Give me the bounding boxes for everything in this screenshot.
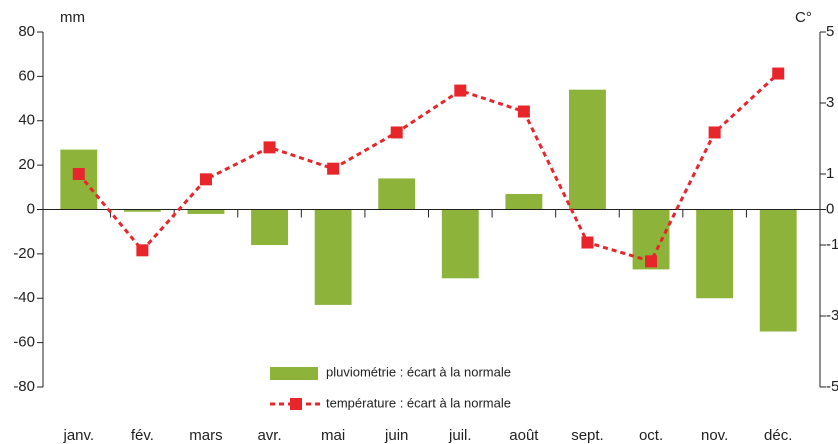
marker [517,105,530,118]
x-tick-label: fév. [131,427,154,444]
y2-axis-label: C° [795,9,812,26]
bar [569,89,606,210]
line [77,72,780,264]
x-tick-label: oct. [639,427,663,444]
x-tick-label: juil. [448,427,472,444]
y-axis-label: mm [60,9,85,26]
marker [263,141,276,154]
x-tick-label: sept. [571,427,604,444]
y-tick-label: -80 [13,378,35,395]
bar [187,209,225,214]
legend-marker [290,398,302,410]
y2-tick-label: -3 [826,307,838,324]
y-tick-label: 80 [18,23,35,40]
marker [390,126,403,139]
y-tick-label: 0 [27,200,35,217]
marker [199,173,212,186]
x-tick-label: août [509,427,539,444]
bar [314,209,352,305]
marker [327,162,340,175]
x-tick-label: juin [384,427,408,444]
legend-label: température : écart à la normale [326,395,511,410]
y-tick-label: -20 [13,245,35,262]
bar [251,209,288,245]
legend-label: pluviométrie : écart à la normale [326,364,511,379]
x-tick-label: mai [321,427,345,444]
y2-tick-label: 3 [826,94,834,111]
legend-swatch [270,367,318,380]
bar [378,178,416,210]
y2-tick-label: -5 [826,378,838,395]
marker [581,236,594,249]
bar [759,209,797,332]
bar [123,209,161,212]
marker [454,84,467,97]
x-tick-label: janv. [63,427,95,444]
y2-tick-label: 0 [826,200,834,217]
marker [72,168,85,180]
y2-tick-label: -1 [826,236,838,253]
marker [645,255,658,268]
x-tick-label: déc. [764,427,792,444]
x-tick-label: avr. [257,427,281,444]
y-tick-label: 20 [18,156,35,173]
y-tick-label: 60 [18,67,35,84]
x-tick-label: nov. [701,427,728,444]
y2-tick-label: 1 [826,165,834,182]
bar [505,193,543,210]
y-tick-label: -40 [13,289,35,306]
marker [708,126,721,139]
bar [696,209,734,299]
y-tick-label: -60 [13,334,35,351]
marker [136,244,149,257]
y2-tick-label: 5 [826,23,834,40]
bar [441,209,479,279]
marker [772,67,785,80]
y-tick-label: 40 [18,112,35,129]
x-tick-label: mars [189,427,222,444]
